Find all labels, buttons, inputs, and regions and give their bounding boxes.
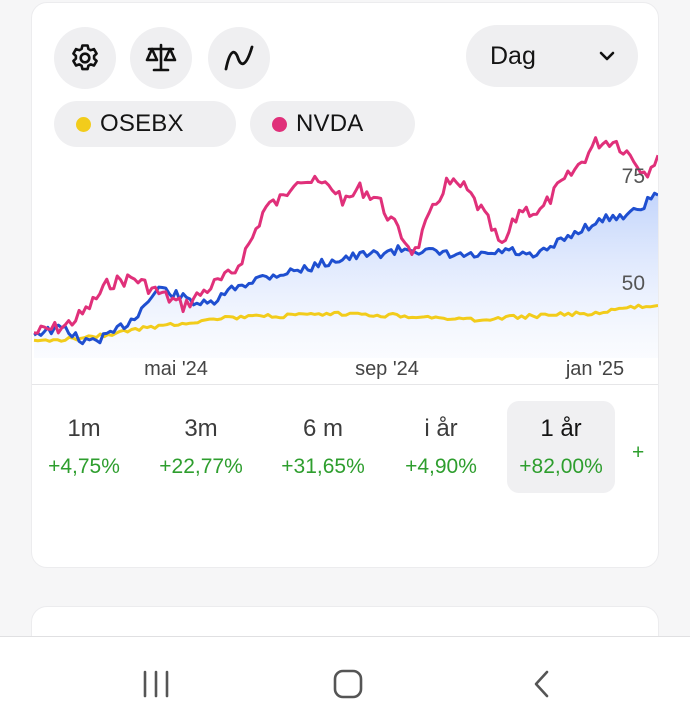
x-tick-label: jan '25 bbox=[565, 358, 624, 380]
period-3m[interactable]: 3m +22,77% bbox=[146, 401, 256, 493]
compare-button[interactable] bbox=[130, 27, 192, 89]
period-more[interactable]: + bbox=[632, 401, 658, 493]
x-tick-label: mai '24 bbox=[144, 358, 208, 380]
legend-osebx[interactable]: OSEBX bbox=[54, 101, 236, 147]
period-change: +31,65% bbox=[281, 455, 365, 478]
legend-nvda[interactable]: NVDA bbox=[250, 101, 415, 147]
nvda-dot bbox=[272, 116, 287, 132]
series-line bbox=[33, 136, 658, 335]
period-label: 1m bbox=[67, 415, 101, 442]
period-change: +4,90% bbox=[405, 455, 477, 478]
period-6m[interactable]: 6 m +31,65% bbox=[268, 401, 378, 493]
chart-card: Dag OSEBX NVDA 75 50 mai '24 sep '24 jan… bbox=[31, 2, 659, 568]
series-line bbox=[33, 303, 658, 343]
legend-nvda-label: NVDA bbox=[296, 110, 364, 137]
period-label: 3m bbox=[184, 415, 218, 442]
back-icon bbox=[534, 670, 549, 698]
period-1m[interactable]: 1m +4,75% bbox=[34, 401, 134, 493]
period-1y[interactable]: 1 år +82,00% bbox=[507, 401, 615, 493]
divider bbox=[32, 384, 658, 385]
price-chart[interactable]: 75 50 mai '24 sep '24 jan '25 bbox=[32, 128, 659, 384]
y-tick-label: 75 bbox=[622, 165, 645, 188]
period-change: + bbox=[632, 441, 645, 464]
home-icon bbox=[333, 669, 363, 699]
x-tick-label: sep '24 bbox=[355, 358, 419, 380]
period-label: i år bbox=[424, 415, 458, 442]
back-button[interactable] bbox=[512, 659, 572, 709]
system-nav-bar bbox=[0, 636, 690, 727]
interval-dropdown[interactable]: Dag bbox=[466, 25, 638, 87]
settings-button[interactable] bbox=[54, 27, 116, 89]
interval-label: Dag bbox=[490, 41, 536, 70]
recents-button[interactable] bbox=[126, 659, 186, 709]
osebx-dot bbox=[76, 116, 91, 132]
chevron-down-icon bbox=[599, 51, 615, 61]
period-label: 6 m bbox=[302, 415, 343, 442]
wave-icon bbox=[224, 45, 254, 71]
recents-icon bbox=[143, 670, 169, 698]
period-change: +22,77% bbox=[159, 455, 243, 478]
gear-icon bbox=[72, 44, 98, 71]
y-tick-label: 50 bbox=[622, 272, 645, 295]
period-change: +82,00% bbox=[519, 455, 603, 478]
period-ytd[interactable]: i år +4,90% bbox=[388, 401, 494, 493]
home-button[interactable] bbox=[318, 659, 378, 709]
legend-osebx-label: OSEBX bbox=[100, 110, 184, 137]
series-line bbox=[33, 191, 658, 346]
series-fill bbox=[34, 193, 658, 358]
scale-icon bbox=[145, 43, 177, 72]
chart-type-button[interactable] bbox=[208, 27, 270, 89]
period-change: +4,75% bbox=[48, 455, 120, 478]
period-label: 1 år bbox=[540, 415, 582, 442]
